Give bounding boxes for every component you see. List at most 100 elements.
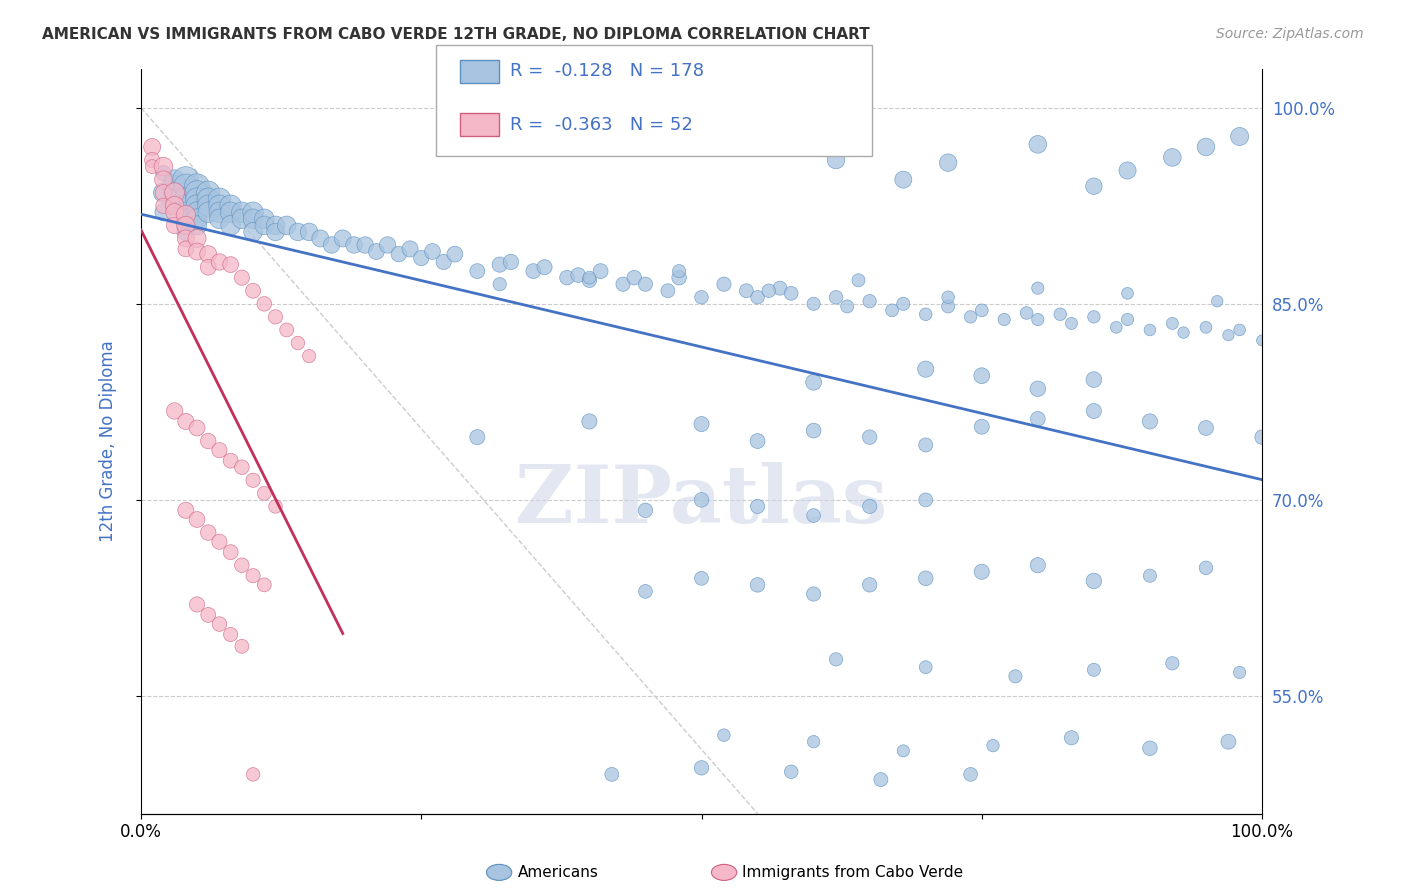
Point [433, 255, 456, 269]
Point [264, 225, 287, 239]
Point [1083, 310, 1105, 324]
Point [1026, 281, 1049, 295]
Point [231, 558, 253, 573]
Point [914, 362, 936, 376]
Point [253, 486, 276, 500]
Point [377, 238, 399, 252]
Point [825, 290, 848, 304]
Point [1083, 179, 1105, 194]
Point [276, 323, 298, 337]
Point [208, 199, 231, 213]
Point [298, 349, 321, 363]
Point [152, 186, 174, 200]
Point [880, 303, 903, 318]
Point [623, 270, 645, 285]
Point [914, 307, 936, 321]
Point [163, 192, 186, 206]
Point [163, 199, 186, 213]
Point [803, 735, 825, 749]
Point [276, 219, 298, 233]
Point [208, 192, 231, 206]
Point [1251, 430, 1274, 444]
Point [1015, 306, 1038, 320]
Point [859, 500, 882, 514]
Point [1083, 373, 1105, 387]
Point [825, 652, 848, 666]
Point [309, 231, 332, 245]
Point [208, 617, 231, 632]
Point [152, 160, 174, 174]
Point [803, 376, 825, 390]
Point [499, 255, 522, 269]
Point [186, 512, 208, 526]
Point [152, 205, 174, 219]
Point [174, 219, 197, 233]
Point [891, 172, 914, 186]
Point [174, 211, 197, 226]
Point [141, 140, 163, 154]
Point [242, 473, 264, 487]
Point [1195, 140, 1218, 154]
Point [936, 290, 959, 304]
Point [837, 300, 859, 314]
Y-axis label: 12th Grade, No Diploma: 12th Grade, No Diploma [100, 340, 117, 542]
Point [242, 767, 264, 781]
Point [186, 231, 208, 245]
Point [219, 453, 242, 467]
Point [163, 404, 186, 418]
Point [747, 290, 769, 304]
Point [758, 284, 780, 298]
Point [399, 242, 422, 256]
Point [163, 199, 186, 213]
Point [174, 225, 197, 239]
Text: Immigrants from Cabo Verde: Immigrants from Cabo Verde [742, 865, 963, 880]
Point [1195, 561, 1218, 575]
Point [141, 153, 163, 167]
Point [1206, 294, 1229, 309]
Point [242, 225, 264, 239]
Point [713, 277, 735, 292]
Point [914, 660, 936, 674]
Point [219, 219, 242, 233]
Point [264, 219, 287, 233]
Point [231, 460, 253, 475]
Point [1060, 731, 1083, 745]
Point [959, 310, 981, 324]
Point [354, 238, 377, 252]
Point [411, 251, 433, 265]
Point [174, 179, 197, 194]
Point [1139, 414, 1161, 428]
Text: R =  -0.128   N = 178: R = -0.128 N = 178 [510, 62, 704, 80]
Point [600, 767, 623, 781]
Point [1161, 657, 1184, 671]
Point [690, 492, 713, 507]
Point [578, 273, 600, 287]
Point [174, 219, 197, 233]
Point [174, 199, 197, 213]
Point [634, 584, 657, 599]
Text: Source: ZipAtlas.com: Source: ZipAtlas.com [1216, 27, 1364, 41]
Point [231, 270, 253, 285]
Point [253, 219, 276, 233]
Point [197, 192, 219, 206]
Point [1161, 317, 1184, 331]
Point [186, 244, 208, 259]
Point [298, 225, 321, 239]
Point [197, 186, 219, 200]
Point [803, 297, 825, 311]
Point [1083, 404, 1105, 418]
Point [1229, 323, 1251, 337]
Point [208, 534, 231, 549]
Point [186, 192, 208, 206]
Point [848, 273, 870, 287]
Point [208, 255, 231, 269]
Point [388, 247, 411, 261]
Point [186, 598, 208, 612]
Point [555, 270, 578, 285]
Point [668, 264, 690, 278]
Point [242, 284, 264, 298]
Point [141, 160, 163, 174]
Point [993, 312, 1015, 326]
Point [287, 225, 309, 239]
Point [1229, 665, 1251, 680]
